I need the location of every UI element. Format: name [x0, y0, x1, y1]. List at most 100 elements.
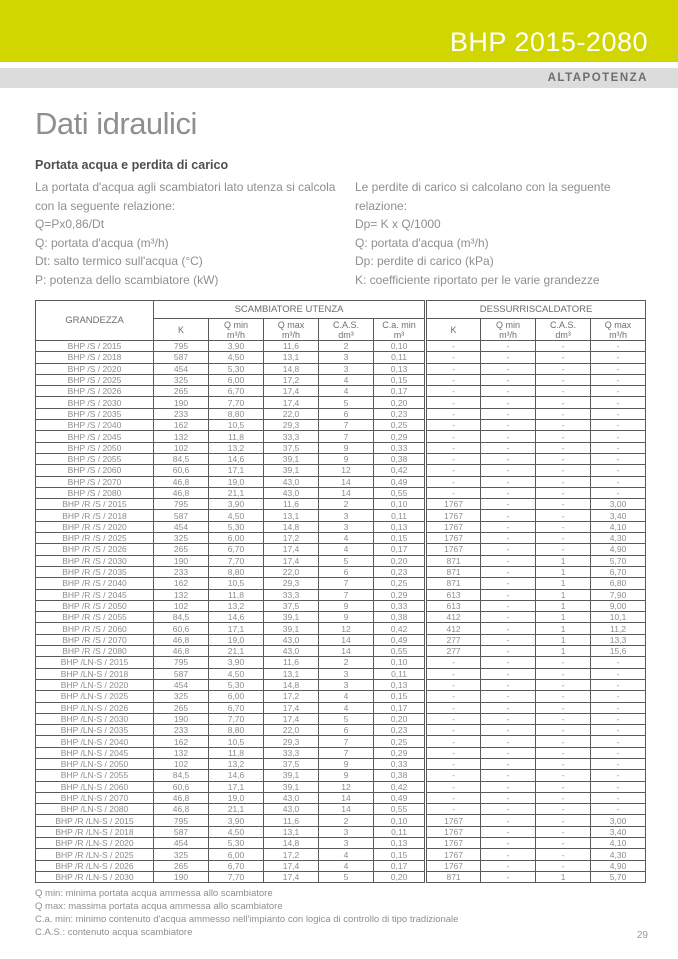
value-cell: -	[480, 746, 537, 759]
value-cell: 0,20	[372, 712, 427, 726]
value-cell: 11,6	[263, 656, 319, 669]
value-cell: 43,0	[263, 486, 319, 500]
value-cell: 0,33	[372, 441, 427, 454]
value-cell: -	[424, 690, 482, 703]
row-label-cell: BHP /LN-S / 2045	[35, 746, 154, 759]
row-label-cell: BHP /LN-S / 2018	[35, 667, 154, 680]
value-cell: 14,6	[208, 769, 264, 782]
value-cell: 0,15	[372, 532, 427, 545]
value-cell: 22,0	[263, 407, 319, 421]
row-label-cell: BHP /S / 2080	[35, 486, 154, 500]
value-cell: 3,90	[208, 498, 264, 511]
section-subtitle: Portata acqua e perdita di carico	[35, 158, 229, 172]
value-cell: -	[424, 441, 482, 454]
value-cell: -	[535, 532, 592, 545]
value-cell: 43,0	[263, 645, 319, 658]
range-label: ALTAPOTENZA	[547, 72, 648, 84]
value-cell: -	[535, 385, 592, 398]
row-label-cell: BHP /R /S / 2026	[35, 543, 154, 556]
value-cell: 3,90	[208, 656, 264, 669]
value-cell: -	[480, 419, 537, 432]
value-cell: 4,50	[208, 509, 264, 522]
value-cell: 21,1	[208, 645, 264, 658]
value-cell: 5,30	[208, 837, 264, 850]
value-cell: -	[535, 656, 592, 669]
value-cell: -	[535, 735, 592, 748]
value-cell: 7,70	[208, 712, 264, 726]
value-cell: 190	[153, 554, 209, 567]
value-cell: 1767	[424, 532, 482, 545]
value-cell: 10,5	[208, 419, 264, 432]
value-cell: -	[590, 735, 647, 748]
value-cell: 7	[318, 588, 374, 601]
value-cell: 13,1	[263, 667, 319, 680]
value-cell: 84,5	[153, 611, 209, 624]
value-cell: -	[590, 690, 647, 703]
row-label-cell: BHP /S / 2030	[35, 396, 154, 409]
value-cell: 21,1	[208, 803, 264, 816]
value-cell: -	[480, 769, 537, 782]
value-cell: -	[480, 430, 537, 443]
value-cell: 102	[153, 441, 209, 454]
value-cell: -	[424, 803, 482, 816]
value-cell: 0,13	[372, 837, 427, 850]
value-cell: -	[535, 339, 592, 353]
value-cell: 37,5	[263, 599, 319, 613]
value-cell: -	[480, 339, 537, 353]
value-cell: 46,8	[153, 486, 209, 500]
table-row: BHP /LN-S / 2045 132 11,8 33,3 7 0,29- - - -	[35, 746, 647, 759]
value-cell: 9,00	[590, 599, 647, 613]
value-cell: 454	[153, 362, 209, 375]
table-row: BHP /R /S / 2080 46,8 21,1 43,0 14 0,55 277-1 1…	[35, 645, 647, 658]
value-cell: -	[535, 373, 592, 387]
table-row: BHP /S / 2035 233 8,80 22,0 6 0,23- - - -	[35, 407, 647, 421]
value-cell: 1767	[424, 837, 482, 850]
value-cell: 4,30	[590, 532, 647, 545]
value-cell: -	[590, 486, 647, 500]
value-cell: 9	[318, 757, 374, 771]
value-cell: 102	[153, 757, 209, 771]
page-title: Dati idraulici	[35, 106, 197, 141]
value-cell: 0,10	[372, 339, 427, 353]
value-cell: 3,90	[208, 814, 264, 827]
row-label-cell: BHP /R /S / 2025	[35, 532, 154, 545]
value-cell: 5	[318, 870, 374, 884]
table-row: BHP /R /S / 2050 102 13,2 37,5 9 0,33 613-1 9,0…	[35, 599, 647, 613]
value-cell: 233	[153, 407, 209, 421]
value-cell: 2	[318, 814, 374, 827]
value-cell: -	[480, 803, 537, 816]
value-cell: 5,30	[208, 678, 264, 692]
value-cell: -	[424, 385, 482, 398]
value-cell: -	[535, 396, 592, 409]
value-cell: -	[480, 837, 537, 850]
value-cell: -	[480, 396, 537, 409]
value-cell: 3,90	[208, 339, 264, 353]
value-cell: 13,1	[263, 509, 319, 522]
row-label-cell: BHP /LN-S / 2015	[35, 656, 154, 669]
value-cell: 3	[318, 667, 374, 680]
value-cell: -	[535, 486, 592, 500]
value-cell: -	[590, 351, 647, 364]
table-row: BHP /R /S / 2026 265 6,70 17,4 4 0,17 1767- -4,…	[35, 543, 647, 556]
value-cell: 4,30	[590, 848, 647, 861]
value-cell: -	[535, 746, 592, 759]
value-cell: 6	[318, 565, 374, 579]
text-line: Dp= K x Q/1000	[355, 217, 441, 231]
table-row: BHP /S / 2055 84,5 14,6 39,1 9 0,38- - - -	[35, 452, 647, 466]
value-cell: -	[480, 667, 537, 680]
value-cell: 17,4	[263, 859, 319, 872]
value-cell: -	[535, 724, 592, 737]
value-cell: 14,8	[263, 837, 319, 850]
row-label-cell: BHP /R /LN-S / 2020	[35, 837, 154, 850]
table-row: BHP /S / 2015 795 3,90 11,6 2 0,10- - - -	[35, 339, 647, 353]
table-row: BHP /LN-S / 2035 233 8,80 22,0 6 0,23- - - -	[35, 724, 647, 737]
table-row: BHP /S / 2018 587 4,50 13,1 3 0,11- - - -	[35, 351, 647, 364]
value-cell: 233	[153, 724, 209, 737]
value-cell: -	[424, 724, 482, 737]
value-cell: 11,6	[263, 339, 319, 353]
value-cell: 265	[153, 543, 209, 556]
value-cell: 37,5	[263, 441, 319, 454]
value-cell: -	[480, 373, 537, 387]
value-cell: 4,50	[208, 825, 264, 839]
value-cell: 0,25	[372, 735, 427, 748]
